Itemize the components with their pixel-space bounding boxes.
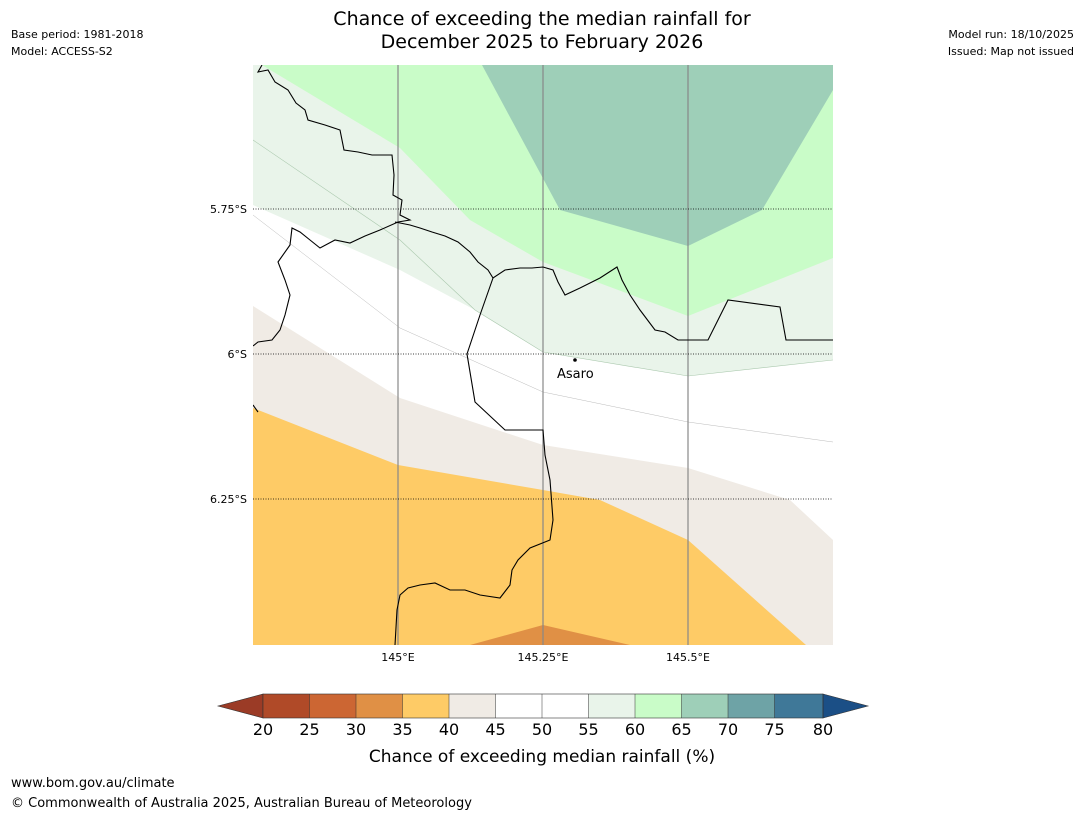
colorbar-tick: 50 <box>532 720 552 739</box>
colorbar-outline <box>262 693 824 719</box>
colorbar-50-55 <box>542 694 589 718</box>
colorbar-30-35 <box>356 694 403 718</box>
colorbar-tick: 20 <box>253 720 273 739</box>
model-run: Model run: 18/10/2025 <box>948 28 1074 41</box>
colorbar-70-75 <box>728 694 775 718</box>
colorbar: 20 25 30 35 40 45 50 55 60 65 70 75 80 C… <box>216 693 870 767</box>
boundary-south <box>394 277 554 645</box>
colorbar-40-45 <box>449 694 496 718</box>
colorbar-tick: 80 <box>813 720 833 739</box>
map-panel: Asaro <box>253 65 833 645</box>
model-name: Model: ACCESS-S2 <box>11 45 113 58</box>
contour-55 <box>253 139 833 377</box>
colorbar-ticks: 20 25 30 35 40 45 50 55 60 65 70 75 80 <box>253 720 833 739</box>
title-line-1: Chance of exceeding the median rainfall … <box>333 8 751 30</box>
meta-left: Base period: 1981-2018 Model: ACCESS-S2 <box>11 26 143 60</box>
meta-right: Model run: 18/10/2025 Issued: Map not is… <box>948 26 1074 60</box>
colorbar-75-80 <box>774 694 823 718</box>
lon-label-145-25: 145.25°E <box>518 651 569 664</box>
boundary-north <box>253 65 412 347</box>
colorbar-dividers <box>309 694 775 718</box>
band-30-35 <box>470 625 630 645</box>
colorbar-tick: 60 <box>625 720 645 739</box>
colorbar-45-50 <box>495 694 542 718</box>
colorbar-35-40 <box>402 694 449 718</box>
colorbar-tick: 30 <box>346 720 366 739</box>
asaro-label: Asaro <box>557 367 594 382</box>
colorbar-extend-low <box>216 693 264 719</box>
colorbar-tick: 45 <box>485 720 505 739</box>
boundary-central <box>394 221 833 341</box>
colorbar-55-60 <box>588 694 635 718</box>
base-period: Base period: 1981-2018 <box>11 28 144 41</box>
colorbar-label: Chance of exceeding median rainfall (%) <box>369 747 715 767</box>
lat-label-6: 6°S <box>228 348 247 361</box>
issued-status: Issued: Map not issued <box>947 45 1074 58</box>
colorbar-tick: 70 <box>718 720 738 739</box>
colorbar-25-30 <box>309 694 356 718</box>
asaro-marker <box>573 358 577 362</box>
lon-label-145-5: 145.5°E <box>666 651 710 664</box>
colorbar-tick: 35 <box>392 720 412 739</box>
footer-copyright: © Commonwealth of Australia 2025, Austra… <box>11 796 472 811</box>
colorbar-20-25 <box>263 694 310 718</box>
footer-url[interactable]: www.bom.gov.au/climate <box>11 776 175 791</box>
colorbar-tick: 25 <box>299 720 319 739</box>
band-65-70 <box>482 65 833 246</box>
colorbar-tick: 65 <box>671 720 691 739</box>
lon-label-145: 145°E <box>381 651 414 664</box>
lat-label-6-25: 6.25°S <box>210 493 247 506</box>
title-line-2: December 2025 to February 2026 <box>380 31 704 53</box>
colorbar-60-65 <box>635 694 682 718</box>
lat-label-5-75: 5.75°S <box>210 203 247 216</box>
band-35-40 <box>253 408 806 645</box>
colorbar-tick: 40 <box>439 720 459 739</box>
colorbar-tick: 55 <box>578 720 598 739</box>
colorbar-extend-high <box>822 693 870 719</box>
colorbar-tick: 75 <box>764 720 784 739</box>
boundary-west-stub <box>253 404 259 413</box>
map-title: Chance of exceeding the median rainfall … <box>242 8 842 54</box>
colorbar-65-70 <box>681 694 728 718</box>
